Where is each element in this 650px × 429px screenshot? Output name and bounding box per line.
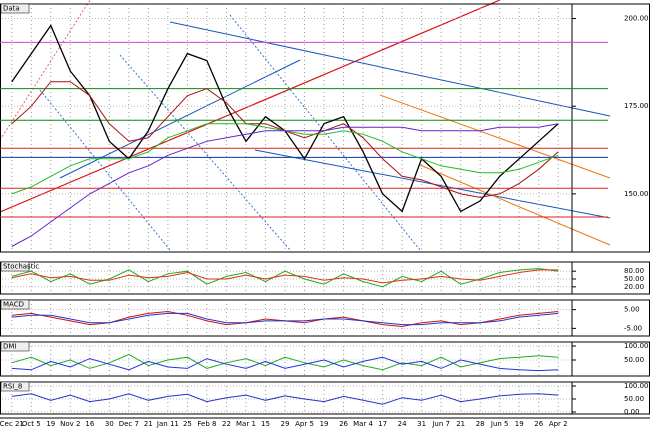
x-tick-label: 26: [534, 420, 543, 428]
x-tick-label: Cec 21: [0, 420, 24, 428]
series-line: [11, 123, 559, 247]
y-tick-label: 50.00: [624, 275, 644, 283]
panel-title-box: [0, 299, 30, 310]
x-tick-label: Nov 2: [60, 420, 80, 428]
series-line: [11, 356, 559, 372]
x-tick-label: Jan 11: [156, 420, 179, 428]
x-tick-label: Oct 5: [22, 420, 41, 428]
y-tick-label: 20.00: [624, 283, 644, 291]
series-line: [11, 269, 559, 284]
x-tick-label: Mar 1: [236, 420, 256, 428]
x-tick-label: 16: [85, 420, 94, 428]
x-tick-label: 21: [456, 420, 465, 428]
x-tick-label: 15: [261, 420, 270, 428]
panel-title-box: [0, 3, 30, 14]
x-tick-label: 30: [105, 420, 114, 428]
panel-title-box: [0, 261, 30, 272]
x-tick-label: 24: [398, 420, 407, 428]
x-tick-label: Apr 2: [549, 420, 568, 428]
y-tick-label: 80.00: [624, 267, 644, 275]
series-line: [11, 312, 559, 326]
x-tick-label: Jun 7: [431, 420, 450, 428]
panel-title: DMI: [3, 343, 17, 351]
panel-title: RSI_8: [3, 383, 22, 391]
y-tick-label: -5.00: [624, 324, 642, 332]
panel-title-box: [0, 341, 30, 352]
x-tick-label: 28: [476, 420, 485, 428]
x-tick-label: 29: [281, 420, 290, 428]
series-line: [11, 353, 559, 371]
panel-title: Stochastic: [3, 263, 39, 271]
y-tick-label: 0.00: [624, 408, 640, 416]
x-tick-label: 22: [222, 420, 231, 428]
y-tick-label: 5.00: [624, 306, 640, 314]
y-tick-label: 50.00: [624, 356, 644, 364]
panel-title-box: [0, 381, 30, 392]
panel-title: MACD: [3, 301, 24, 309]
x-tick-label: 19: [320, 420, 329, 428]
x-tick-label: 31: [417, 420, 426, 428]
y-tick-label: 100.00: [624, 342, 649, 350]
y-tick-label: 50.00: [624, 395, 644, 403]
x-tick-label: 26: [339, 420, 348, 428]
panel-title: Data: [3, 5, 20, 13]
y-tick-label: 100.00: [624, 382, 649, 390]
x-tick-label: 19: [46, 420, 55, 428]
x-tick-label: Mar 4: [353, 420, 373, 428]
y-tick-label: 150.00: [624, 190, 649, 198]
series-line: [11, 393, 559, 405]
x-tick-label: 19: [515, 420, 524, 428]
x-tick-label: Dec 7: [119, 420, 139, 428]
x-tick-label: Feb 8: [197, 420, 216, 428]
x-tick-label: 17: [378, 420, 387, 428]
x-tick-label: Jun 5: [490, 420, 509, 428]
x-tick-label: 21: [144, 420, 153, 428]
x-tick-label: 25: [183, 420, 192, 428]
x-tick-label: Apr 5: [295, 420, 314, 428]
y-tick-label: 175.00: [624, 102, 649, 110]
y-tick-label: 200.00: [624, 15, 649, 23]
